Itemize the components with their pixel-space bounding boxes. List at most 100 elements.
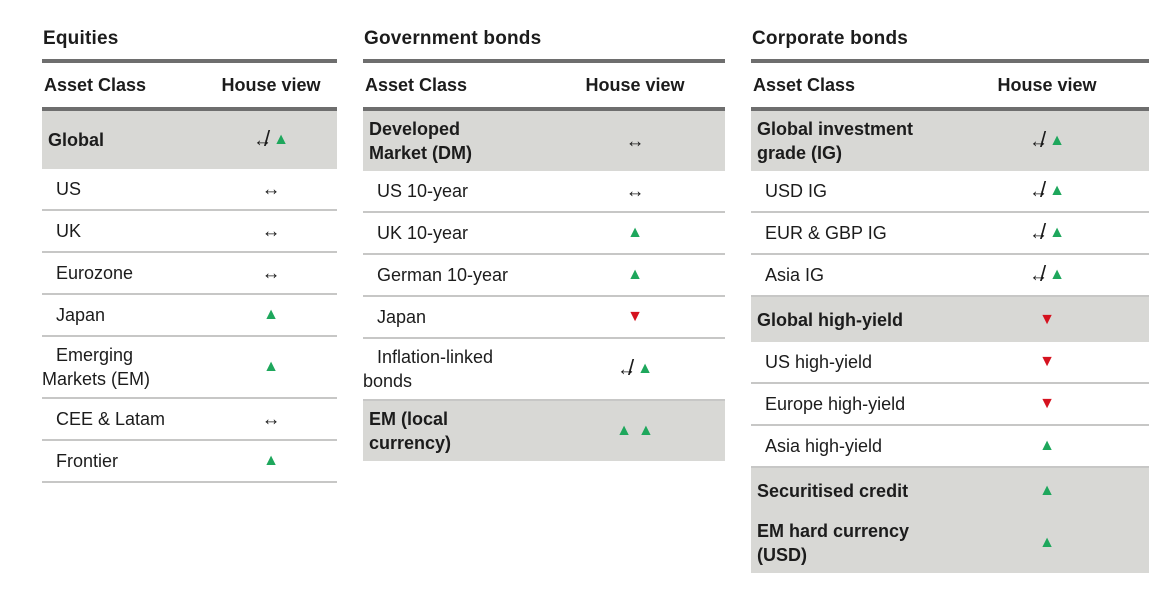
up-triangle-icon: ▲ xyxy=(1049,132,1065,149)
header-divider xyxy=(751,107,1149,111)
house-view-cell: ▲ xyxy=(205,453,337,469)
slash-icon: / xyxy=(628,355,635,380)
asset-class-label: UK 10-year xyxy=(377,223,469,243)
house-view-cell: ▲ xyxy=(205,307,337,323)
house-view-cell: ▲ xyxy=(981,481,1113,499)
neutral-arrow-icon: ↔ xyxy=(261,408,281,430)
table-row: Japan ▼ xyxy=(363,297,725,339)
title-divider xyxy=(363,59,725,63)
asset-class-label: Securitised credit xyxy=(757,480,909,501)
asset-class-label: Global investment grade (IG) xyxy=(757,119,914,163)
table-row: Japan ▲ xyxy=(42,295,337,337)
house-view-cell: ↔ xyxy=(569,182,701,201)
house-view-cell: ↔ xyxy=(205,180,337,199)
asset-class-label: Asia high-yield xyxy=(765,436,883,456)
asset-class-label: Europe high-yield xyxy=(765,394,906,414)
house-view-cell: ↔ / ▲ xyxy=(981,179,1113,202)
up-triangle-icon: ▲ xyxy=(1039,437,1055,454)
table-row: Asia high-yield ▲ xyxy=(751,426,1149,468)
down-triangle-icon: ▼ xyxy=(1039,310,1055,328)
asset-class-label: German 10-year xyxy=(377,265,509,285)
table-row: EM hard currency (USD) ▲ xyxy=(751,513,1149,573)
neutral-arrow-icon: ↔ xyxy=(253,129,273,151)
asset-class-label: Japan xyxy=(377,307,427,327)
table-row: USD IG ↔ / ▲ xyxy=(751,171,1149,213)
asset-class-label: Frontier xyxy=(56,451,119,471)
asset-class-label: US high-yield xyxy=(765,352,873,372)
house-view-cell: ▼ xyxy=(981,310,1113,328)
neutral-arrow-icon: ↔ xyxy=(625,180,645,202)
table-row: Global ↔ / ▲ xyxy=(42,111,337,169)
table-row: US ↔ xyxy=(42,169,337,211)
asset-class-label: Eurozone xyxy=(56,263,134,283)
house-view-cell: ▼ xyxy=(981,396,1113,412)
neutral-arrow-icon: ↔ xyxy=(617,358,637,380)
title-divider xyxy=(751,59,1149,63)
header-divider xyxy=(363,107,725,111)
up-triangle-icon: ▲ xyxy=(263,452,279,469)
house-view-cell: ▲ xyxy=(569,225,701,241)
asset-class-label: US 10-year xyxy=(377,181,469,201)
column-header-house-view: House view xyxy=(585,75,685,95)
table-row: Global high-yield ▼ xyxy=(751,297,1149,342)
up-triangle-icon: ▲ xyxy=(1039,534,1055,551)
asset-class-label: Global xyxy=(48,130,105,150)
house-view-cell: ▲ xyxy=(981,535,1113,551)
asset-class-label: EUR & GBP IG xyxy=(765,223,887,243)
up-triangle-icon: ▲ xyxy=(1039,481,1055,499)
column-header-asset-class: Asset Class xyxy=(44,75,147,95)
table-row: Emerging Markets (EM) ▲ xyxy=(42,337,337,399)
down-triangle-icon: ▼ xyxy=(1039,395,1055,412)
neutral-arrow-icon: ↔ xyxy=(1029,130,1049,152)
house-view-cell: ↔ / ▲ xyxy=(981,219,1113,244)
house-view-cell: ▲ xyxy=(205,359,337,375)
title-divider xyxy=(42,59,337,63)
column-header-house-view: House view xyxy=(997,75,1097,95)
up-triangle-icon: ▲ xyxy=(1049,266,1065,283)
down-triangle-icon: ▼ xyxy=(627,308,643,325)
column-header-asset-class: Asset Class xyxy=(365,75,468,95)
up-triangle-icon: ▲ xyxy=(263,358,279,375)
asset-table: Equities Asset Class House view Global ↔ /… xyxy=(42,28,337,483)
neutral-arrow-icon: ↔ xyxy=(261,262,281,284)
house-view-cell: ↔ / ▲ xyxy=(205,128,337,151)
neutral-arrow-icon: ↔ xyxy=(1029,180,1049,202)
neutral-arrow-icon: ↔ xyxy=(261,220,281,242)
house-view-cell: ↔ / ▲ xyxy=(981,129,1113,152)
up-triangle-icon: ▲ xyxy=(1049,224,1065,241)
down-triangle-icon: ▼ xyxy=(1039,353,1055,370)
table-rows: Global investment grade (IG) ↔ / ▲ USD IG ↔ / ▲… xyxy=(751,111,1149,573)
house-view-cell: ↔ xyxy=(205,222,337,241)
house-view-cell: ↔ xyxy=(205,410,337,429)
table-row: US 10-year ↔ xyxy=(363,171,725,213)
table-row: German 10-year ▲ xyxy=(363,255,725,297)
table-row: Frontier ▲ xyxy=(42,441,337,483)
table-row: Developed Market (DM) ↔ xyxy=(363,111,725,171)
asset-class-label: EM hard currency (USD) xyxy=(757,521,910,565)
neutral-arrow-icon: ↔ xyxy=(1029,222,1049,244)
header-divider xyxy=(42,107,337,111)
column-header-asset-class: Asset Class xyxy=(753,75,856,95)
house-view-cell: ↔ xyxy=(569,132,701,151)
asset-class-label: USD IG xyxy=(765,181,828,201)
asset-class-label: Asia IG xyxy=(765,265,825,285)
asset-class-label: Emerging Markets (EM) xyxy=(42,345,150,389)
table-title: Equities xyxy=(43,28,119,49)
table-row: Inflation-linked bonds ↔ / ▲ xyxy=(363,339,725,401)
table-title: Corporate bonds xyxy=(752,28,909,49)
table-row: Securitised credit ▲ xyxy=(751,468,1149,513)
up-triangle-icon: ▲ xyxy=(638,422,654,439)
table-row: Europe high-yield ▼ xyxy=(751,384,1149,426)
column-header-house-view: House view xyxy=(221,75,321,95)
up-triangle-icon: ▲ xyxy=(627,224,643,241)
asset-class-label: UK xyxy=(56,221,82,241)
table-row: Global investment grade (IG) ↔ / ▲ xyxy=(751,111,1149,171)
up-triangle-icon: ▲ xyxy=(1049,182,1065,199)
slash-icon: / xyxy=(1040,219,1047,244)
table-row: UK 10-year ▲ xyxy=(363,213,725,255)
table-title: Government bonds xyxy=(364,28,542,49)
asset-table: Corporate bonds Asset Class House view G… xyxy=(751,28,1149,573)
house-view-cell: ↔ / ▲ xyxy=(981,263,1113,286)
table-header: Asset Class House view xyxy=(751,63,1149,107)
